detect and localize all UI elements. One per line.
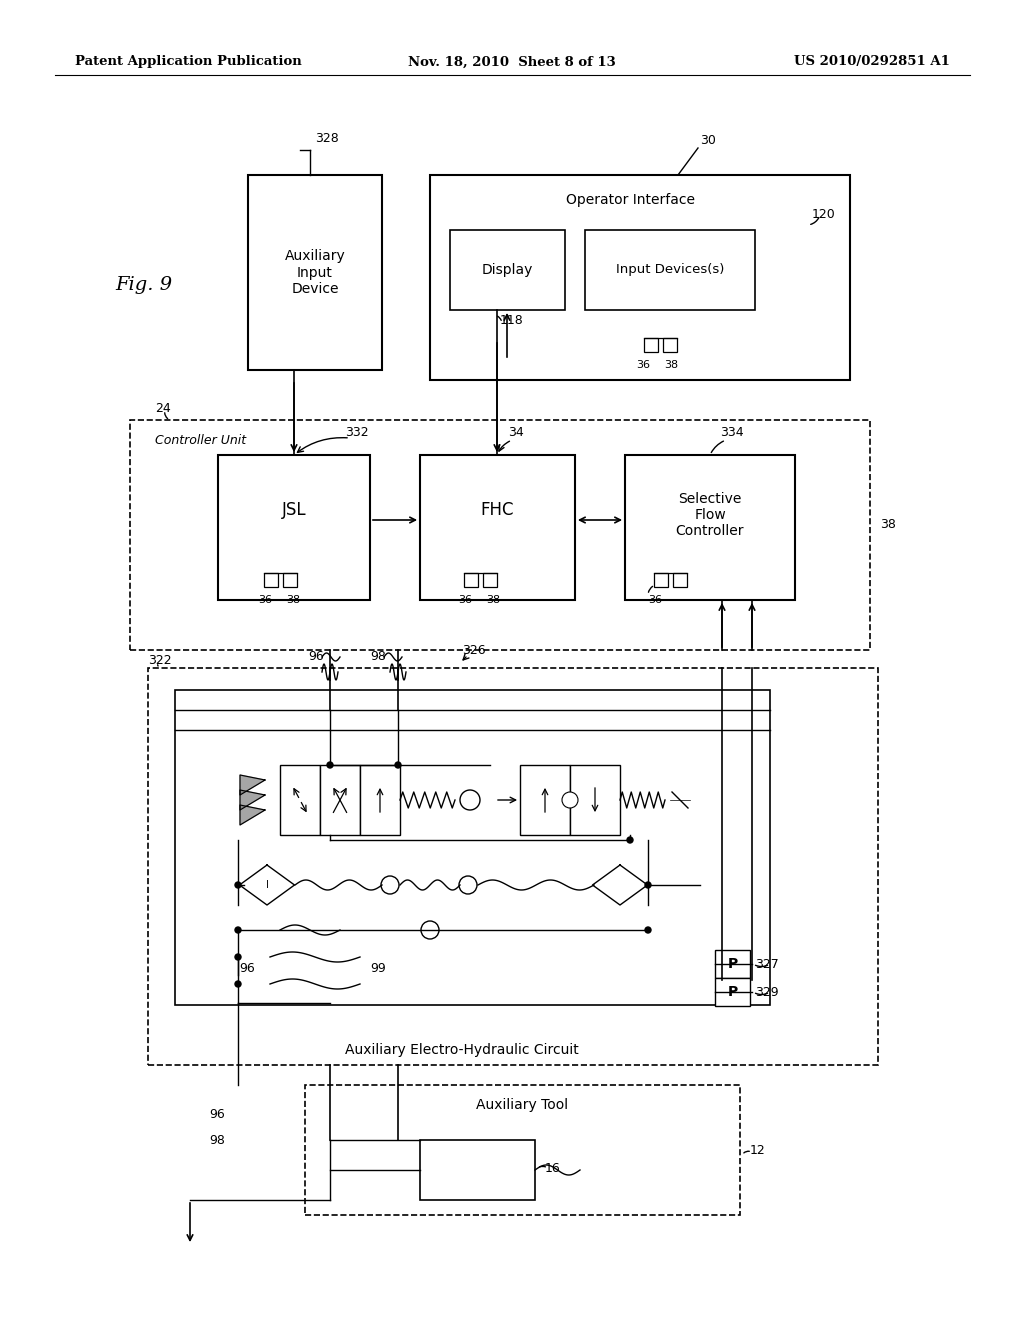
Text: 30: 30 — [700, 133, 716, 147]
Text: 38: 38 — [286, 595, 300, 605]
Circle shape — [645, 882, 651, 888]
Bar — [248, 176, 382, 370]
Text: 329: 329 — [755, 986, 778, 998]
Text: 16: 16 — [545, 1162, 561, 1175]
Bar — [263, 573, 278, 587]
Text: Nov. 18, 2010  Sheet 8 of 13: Nov. 18, 2010 Sheet 8 of 13 — [409, 55, 615, 69]
Circle shape — [460, 789, 480, 810]
Text: 38: 38 — [664, 360, 678, 370]
Bar — [625, 455, 795, 601]
Bar — [175, 690, 770, 1005]
Text: P: P — [727, 985, 737, 999]
Circle shape — [459, 876, 477, 894]
Text: I: I — [265, 880, 268, 890]
Text: 36: 36 — [636, 360, 650, 370]
Bar — [420, 1140, 535, 1200]
Polygon shape — [240, 775, 265, 795]
Bar — [360, 766, 400, 836]
Text: 96: 96 — [240, 961, 255, 974]
Text: Display: Display — [482, 263, 534, 277]
Bar — [653, 573, 668, 587]
Circle shape — [234, 981, 241, 987]
Bar — [715, 950, 750, 978]
Bar — [663, 338, 677, 352]
Bar — [319, 766, 360, 836]
Polygon shape — [240, 789, 265, 810]
Text: Controller Unit: Controller Unit — [155, 433, 246, 446]
Polygon shape — [240, 805, 265, 825]
Circle shape — [395, 762, 401, 768]
Text: 118: 118 — [500, 314, 523, 326]
Text: Auxiliary Tool: Auxiliary Tool — [476, 1098, 568, 1111]
Circle shape — [627, 837, 633, 843]
Bar — [585, 230, 755, 310]
Polygon shape — [240, 865, 295, 906]
Circle shape — [645, 927, 651, 933]
Text: Auxiliary
Input
Device: Auxiliary Input Device — [285, 249, 345, 296]
Text: 322: 322 — [148, 653, 172, 667]
Text: 98: 98 — [370, 651, 386, 664]
Circle shape — [381, 876, 399, 894]
Text: 36: 36 — [648, 595, 662, 605]
Text: 34: 34 — [508, 425, 523, 438]
Text: 96: 96 — [209, 1109, 225, 1122]
Text: Auxiliary Electro-Hydraulic Circuit: Auxiliary Electro-Hydraulic Circuit — [345, 1043, 579, 1057]
Bar — [280, 766, 319, 836]
Bar — [570, 766, 620, 836]
Text: 120: 120 — [812, 209, 836, 222]
Bar — [464, 573, 477, 587]
Circle shape — [421, 921, 439, 939]
Bar — [430, 176, 850, 380]
Circle shape — [234, 882, 241, 888]
Text: 334: 334 — [720, 425, 743, 438]
Polygon shape — [593, 865, 647, 906]
Text: Selective
Flow
Controller: Selective Flow Controller — [676, 492, 744, 539]
Text: FHC: FHC — [480, 502, 514, 519]
Text: 38: 38 — [486, 595, 500, 605]
Text: 96: 96 — [308, 651, 324, 664]
Text: 328: 328 — [315, 132, 339, 144]
Text: Operator Interface: Operator Interface — [565, 193, 694, 207]
Text: US 2010/0292851 A1: US 2010/0292851 A1 — [795, 55, 950, 69]
Text: 98: 98 — [209, 1134, 225, 1147]
Text: 332: 332 — [345, 425, 369, 438]
Text: 12: 12 — [750, 1143, 766, 1156]
Text: P: P — [727, 957, 737, 972]
Text: 38: 38 — [880, 519, 896, 532]
Bar — [130, 420, 870, 649]
Text: Fig. 9: Fig. 9 — [115, 276, 172, 294]
Text: Patent Application Publication: Patent Application Publication — [75, 55, 302, 69]
Bar — [715, 978, 750, 1006]
Bar — [450, 230, 565, 310]
Bar — [420, 455, 575, 601]
Text: JSL: JSL — [282, 502, 306, 519]
Bar — [482, 573, 497, 587]
Bar — [148, 668, 878, 1065]
Text: 327: 327 — [755, 957, 778, 970]
Text: 36: 36 — [258, 595, 272, 605]
Text: 326: 326 — [462, 644, 485, 656]
Bar — [283, 573, 297, 587]
Text: 24: 24 — [155, 401, 171, 414]
Bar — [305, 1085, 740, 1214]
Bar — [673, 573, 686, 587]
Circle shape — [234, 954, 241, 960]
Circle shape — [562, 792, 578, 808]
Text: Input Devices(s): Input Devices(s) — [615, 264, 724, 276]
Bar — [218, 455, 370, 601]
Circle shape — [234, 927, 241, 933]
Text: 36: 36 — [458, 595, 472, 605]
Circle shape — [327, 762, 333, 768]
Text: 99: 99 — [370, 961, 386, 974]
Bar — [643, 338, 657, 352]
Bar — [520, 766, 570, 836]
